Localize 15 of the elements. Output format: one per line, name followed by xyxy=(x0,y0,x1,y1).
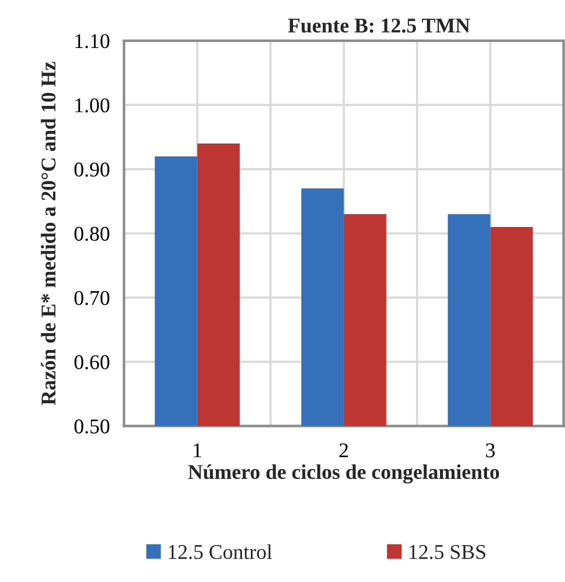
y-tick-label: 0.90 xyxy=(74,162,110,177)
y-tick-label: 1.00 xyxy=(76,98,110,112)
y-tick-label: 0.70 xyxy=(74,290,110,306)
x-tick-label: 1 xyxy=(194,443,202,458)
y-tick-label: 0.50 xyxy=(74,419,110,434)
y-tick-label: 1.10 xyxy=(76,34,110,48)
chart-title: Fuente B: 12.5 TMN xyxy=(288,18,470,33)
y-axis-title: Razón de E* medido a 20°C and 10 Hz xyxy=(40,62,56,406)
legend-label: 12.5 Control xyxy=(168,544,272,560)
legend-label: 12.5 SBS xyxy=(410,545,486,560)
y-tick-label: 0.60 xyxy=(74,355,110,370)
y-tick-label: 0.80 xyxy=(74,226,110,241)
x-tick-label: 3 xyxy=(486,443,495,458)
x-axis-title: Número de ciclos de congelamiento xyxy=(188,464,500,484)
x-tick-label: 2 xyxy=(340,443,348,458)
